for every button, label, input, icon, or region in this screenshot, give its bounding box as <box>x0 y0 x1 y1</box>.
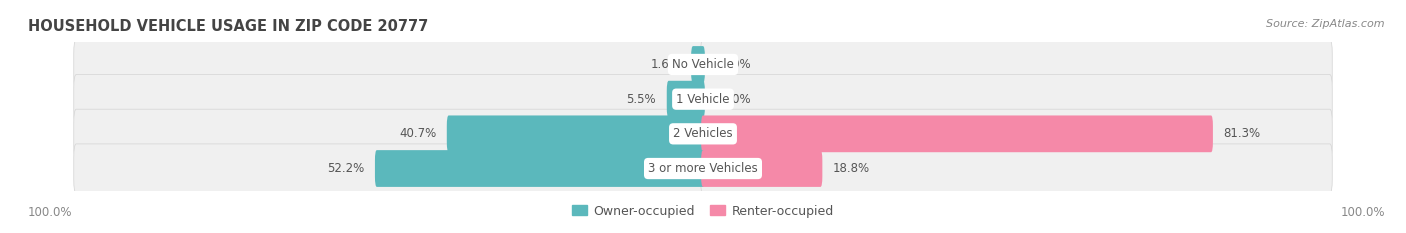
FancyBboxPatch shape <box>447 116 704 152</box>
FancyBboxPatch shape <box>700 40 1333 89</box>
Text: 81.3%: 81.3% <box>1223 127 1261 140</box>
Text: Source: ZipAtlas.com: Source: ZipAtlas.com <box>1267 19 1385 29</box>
FancyBboxPatch shape <box>73 40 706 89</box>
Text: 1 Vehicle: 1 Vehicle <box>676 93 730 106</box>
Text: 3 or more Vehicles: 3 or more Vehicles <box>648 162 758 175</box>
FancyBboxPatch shape <box>700 109 1333 158</box>
Legend: Owner-occupied, Renter-occupied: Owner-occupied, Renter-occupied <box>572 205 834 218</box>
Text: No Vehicle: No Vehicle <box>672 58 734 71</box>
Text: 52.2%: 52.2% <box>328 162 364 175</box>
FancyBboxPatch shape <box>73 109 706 158</box>
Text: 0.0%: 0.0% <box>721 93 751 106</box>
Text: 1.6%: 1.6% <box>651 58 681 71</box>
FancyBboxPatch shape <box>73 144 706 193</box>
Text: 5.5%: 5.5% <box>627 93 657 106</box>
Text: 100.0%: 100.0% <box>1340 206 1385 219</box>
FancyBboxPatch shape <box>375 150 704 187</box>
Text: 100.0%: 100.0% <box>28 206 73 219</box>
FancyBboxPatch shape <box>700 144 1333 193</box>
Text: HOUSEHOLD VEHICLE USAGE IN ZIP CODE 20777: HOUSEHOLD VEHICLE USAGE IN ZIP CODE 2077… <box>28 19 429 34</box>
FancyBboxPatch shape <box>666 81 704 117</box>
FancyBboxPatch shape <box>702 116 1213 152</box>
FancyBboxPatch shape <box>702 150 823 187</box>
FancyBboxPatch shape <box>73 75 706 124</box>
Text: 2 Vehicles: 2 Vehicles <box>673 127 733 140</box>
Text: 40.7%: 40.7% <box>399 127 436 140</box>
Text: 18.8%: 18.8% <box>832 162 870 175</box>
FancyBboxPatch shape <box>700 75 1333 124</box>
Text: 0.0%: 0.0% <box>721 58 751 71</box>
FancyBboxPatch shape <box>692 46 704 83</box>
